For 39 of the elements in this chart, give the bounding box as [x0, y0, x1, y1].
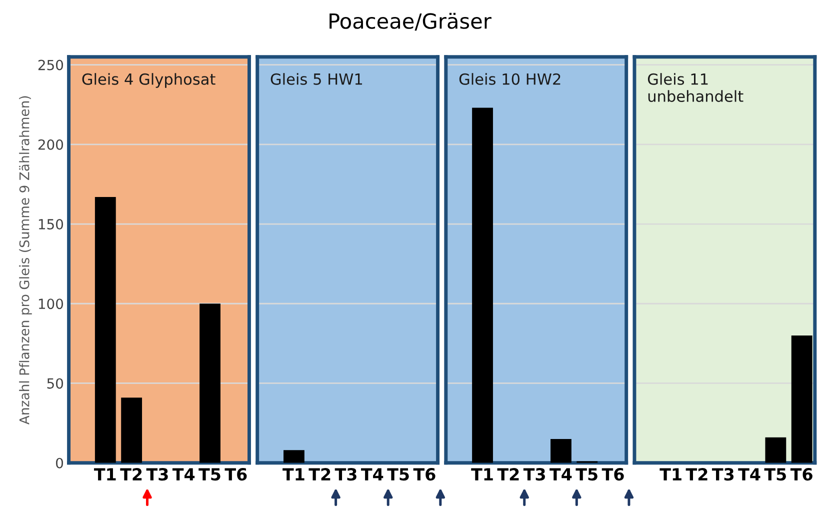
y-axis-title: Anzahl Pflanzen pro Gleis (Summe 9 Zählrahmen) — [19, 96, 32, 424]
x-tick-label: T1 — [660, 468, 682, 480]
x-tick-label: T4 — [738, 468, 760, 480]
x-tick-label: T4 — [361, 468, 384, 480]
x-tick-label: T6 — [224, 468, 247, 481]
y-tick-label: 250 — [38, 60, 64, 70]
x-tick-label: T2 — [120, 468, 142, 480]
chart-title: Poaceae/Gräser — [330, 12, 492, 31]
x-tick-label: T1 — [471, 468, 493, 480]
x-tick-label: T2 — [308, 468, 330, 480]
x-tick-label: T6 — [790, 468, 812, 481]
x-tick-label: T4 — [550, 468, 572, 480]
bar — [121, 398, 142, 463]
y-tick-label: 100 — [38, 298, 64, 310]
y-tick-label: 150 — [38, 218, 64, 230]
x-tick-label: T3 — [146, 468, 168, 481]
y-tick-label: 200 — [38, 139, 64, 150]
y-tick-label: 0 — [56, 458, 64, 468]
x-tick-label: T5 — [764, 468, 786, 481]
x-tick-label: T3 — [523, 468, 545, 481]
x-tick-label: T1 — [282, 468, 304, 480]
text: Gleis 10 HW2 — [459, 73, 560, 85]
x-tick-label: T5 — [198, 468, 220, 481]
x-tick-label: T1 — [94, 468, 116, 480]
x-tick-label: T5 — [576, 468, 598, 481]
x-tick-label: T4 — [172, 468, 195, 480]
x-tick-label: T2 — [686, 468, 708, 480]
bar — [200, 304, 220, 463]
x-tick-label: T5 — [387, 468, 409, 481]
bar — [94, 196, 116, 463]
text: Gleis 4 Glyphosat — [82, 73, 216, 88]
x-tick-label: T3 — [712, 468, 734, 481]
x-tick-label: T6 — [602, 468, 624, 481]
x-tick-label: T3 — [334, 468, 356, 481]
y-tick-label: 50 — [47, 378, 64, 389]
x-tick-label: T2 — [497, 468, 519, 480]
text: Gleis 5 HW1 — [270, 73, 362, 85]
text: Gleis 11 unbehandelt — [648, 73, 744, 102]
x-tick-label: T6 — [413, 468, 436, 481]
